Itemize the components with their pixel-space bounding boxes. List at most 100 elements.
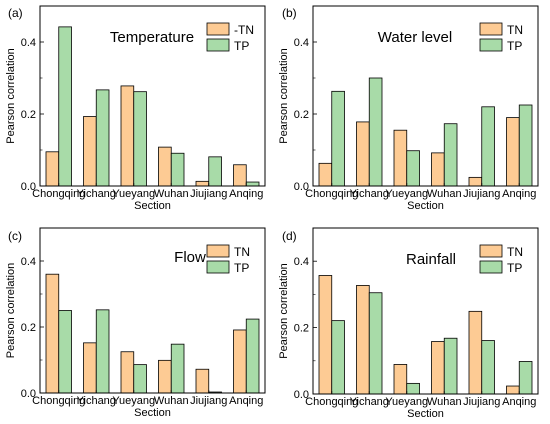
plot-frame: [39, 227, 266, 394]
legend-label: TP: [507, 39, 522, 53]
panel-label: (d): [282, 229, 297, 243]
x-tick-label: Yichang: [77, 188, 116, 200]
y-tick-label: 0.0: [21, 388, 36, 400]
x-tick-label: Yueyang: [385, 188, 428, 200]
legend-swatch: [479, 260, 503, 274]
bar-tn-yichang: [83, 342, 97, 394]
x-tick-label: Anqing: [502, 188, 536, 200]
legend-swatch: [206, 22, 230, 36]
bar-tp-yichang: [95, 89, 110, 187]
bar-tn-jiujiang: [468, 176, 483, 187]
bar-tn-yueyang: [393, 129, 408, 187]
chart-title: Water level: [378, 29, 452, 46]
bar-tp-wuhan: [443, 337, 458, 395]
legend-label: TP: [234, 39, 249, 53]
x-tick-label: Anqing: [229, 188, 263, 200]
legend-label: TP: [234, 261, 249, 275]
chart-title: Rainfall: [406, 251, 456, 268]
legend-swatch: [479, 244, 503, 258]
y-tick-label: 0.2: [294, 109, 309, 121]
x-tick-label: Jiujiang: [463, 188, 500, 200]
chart-title: Flow: [174, 249, 206, 266]
x-tick-label: Wuhan: [427, 396, 462, 408]
bar-tn-yichang: [356, 285, 370, 395]
bar-tp-yueyang: [133, 364, 147, 394]
bar-tp-chongqing: [331, 90, 345, 187]
x-tick-label: Yichang: [77, 395, 116, 407]
x-axis-label: Section: [134, 200, 171, 212]
bar-tn-jiujiang: [195, 368, 210, 394]
bar-tn-chongqing: [318, 275, 333, 395]
y-tick-label: 0.0: [294, 181, 309, 193]
bar-tn-wuhan: [431, 341, 445, 395]
legend-label: TN: [507, 245, 523, 259]
bar-tn-wuhan: [431, 152, 445, 187]
bar-tp-chongqing: [58, 310, 72, 394]
legend-swatch: [479, 38, 503, 52]
legend-label: TN: [507, 23, 523, 37]
y-tick-label: 0.4: [294, 37, 309, 49]
bar-tn-chongqing: [318, 162, 333, 187]
bar-tp-anqing: [245, 181, 260, 187]
legend-label: -TN: [234, 23, 254, 37]
bar-tp-jiujiang: [208, 156, 222, 187]
x-tick-label: Chongqing: [305, 188, 358, 200]
bar-tp-yueyang: [406, 150, 420, 187]
x-tick-label: Yueyang: [112, 395, 155, 407]
legend-label: TP: [507, 261, 522, 275]
x-tick-label: Wuhan: [427, 188, 462, 200]
y-tick-label: 0.0: [294, 389, 309, 401]
y-axis-label: Pearson correlation: [278, 48, 290, 143]
x-tick-label: Chongqing: [305, 396, 358, 408]
bar-tn-anqing: [506, 385, 520, 395]
bar-tn-chongqing: [45, 151, 60, 187]
bar-tn-wuhan: [158, 146, 172, 187]
x-tick-label: Anqing: [229, 395, 263, 407]
y-axis-label: Pearson correlation: [5, 263, 17, 358]
legend-swatch: [206, 260, 230, 274]
bar-tn-jiujiang: [195, 180, 210, 187]
panel-label: (a): [8, 6, 23, 20]
bar-tp-wuhan: [170, 343, 185, 394]
bar-tn-wuhan: [158, 359, 172, 394]
panel-label: (c): [8, 229, 22, 243]
x-tick-label: Yueyang: [385, 396, 428, 408]
x-axis-label: Section: [134, 407, 171, 419]
panel-label: (b): [282, 6, 297, 20]
x-tick-label: Chongqing: [32, 188, 85, 200]
y-axis-label: Pearson correlation: [278, 263, 290, 358]
legend-label: TN: [234, 245, 250, 259]
plot-frame: [312, 5, 539, 187]
x-axis-label: Section: [407, 408, 444, 420]
bar-tp-jiujiang: [481, 106, 495, 187]
x-tick-label: Yueyang: [112, 188, 155, 200]
y-tick-label: 0.2: [21, 322, 36, 334]
legend-swatch: [206, 38, 230, 52]
bar-tn-yichang: [83, 116, 97, 187]
bar-tp-anqing: [245, 318, 260, 394]
x-tick-label: Chongqing: [32, 395, 85, 407]
bar-tn-yichang: [356, 121, 370, 187]
bar-tp-jiujiang: [481, 340, 495, 395]
legend-swatch: [206, 244, 230, 258]
y-tick-label: 0.4: [294, 256, 309, 268]
bar-tp-yueyang: [406, 382, 420, 395]
bar-tn-yueyang: [120, 351, 135, 394]
x-tick-label: Yichang: [350, 188, 389, 200]
bar-tp-wuhan: [443, 123, 458, 187]
y-tick-label: 0.2: [21, 109, 36, 121]
bar-tp-anqing: [518, 104, 533, 187]
bar-tn-yueyang: [120, 85, 135, 187]
x-tick-label: Anqing: [502, 396, 536, 408]
bar-tp-anqing: [518, 361, 533, 395]
plot-frame: [312, 227, 539, 395]
bar-tn-anqing: [506, 117, 520, 187]
bar-tn-jiujiang: [468, 310, 483, 395]
x-tick-label: Jiujiang: [190, 395, 227, 407]
